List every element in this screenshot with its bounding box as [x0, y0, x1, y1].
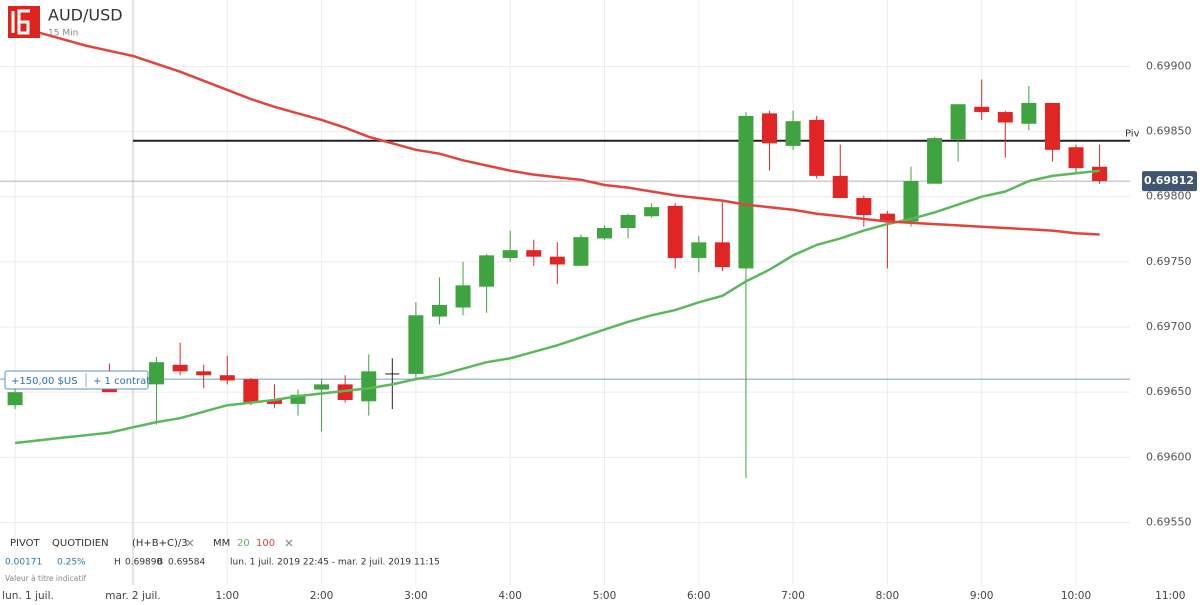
- close-icon[interactable]: [285, 539, 293, 547]
- logo-glyph: [11, 9, 30, 35]
- candle-body: [856, 198, 872, 215]
- disclaimer: Valeur à titre indicatif: [5, 574, 86, 583]
- candle-body: [950, 104, 966, 140]
- x-tick-label: mar. 2 juil.: [105, 590, 160, 602]
- candle-body: [1044, 102, 1060, 150]
- candle-body: [290, 394, 306, 404]
- candle-body: [620, 214, 636, 229]
- legend-entry: 20: [237, 538, 250, 549]
- candle-body: [809, 119, 825, 176]
- candle-body: [455, 285, 471, 308]
- candle-body: [243, 379, 259, 403]
- candle-body: [431, 304, 447, 317]
- candle-body: [196, 371, 212, 376]
- candle-body: [337, 384, 353, 400]
- close-icon[interactable]: [186, 539, 194, 547]
- candle-body: [479, 255, 495, 287]
- low-label: B: [157, 558, 163, 568]
- candle-body: [974, 106, 990, 113]
- candle-body: [738, 115, 754, 269]
- candle-body: [785, 121, 801, 146]
- candle-body: [762, 113, 778, 144]
- y-tick-label: 0.69550: [1146, 515, 1192, 528]
- candle-body: [408, 315, 424, 374]
- ma-line: [14, 24, 1100, 236]
- y-tick-label: 0.69750: [1146, 255, 1192, 268]
- ma-name: MM: [213, 538, 230, 549]
- candle-body: [691, 242, 707, 258]
- candle-body: [596, 228, 612, 239]
- indicator-type: QUOTIDIEN: [52, 538, 109, 549]
- x-tick-label: lun. 1 juil.: [2, 590, 54, 602]
- x-tick-label: 6:00: [687, 590, 711, 602]
- y-tick-label: 0.69650: [1146, 385, 1192, 398]
- candle-body: [314, 384, 330, 390]
- change: 0.00171: [5, 558, 42, 568]
- candle-body: [714, 242, 730, 268]
- position-size: + 1 contrat: [93, 376, 150, 387]
- ma-line: [14, 169, 1100, 445]
- price-badge: [1142, 171, 1197, 192]
- x-tick-label: 11:00: [1155, 590, 1185, 602]
- x-tick-label: 8:00: [876, 590, 900, 602]
- instrument-title: AUD/USD: [48, 6, 123, 25]
- candle-body: [7, 392, 23, 406]
- pivot-label: Piv: [1125, 129, 1140, 140]
- candle-body: [101, 388, 117, 393]
- price-badge-label: 0.69812: [1144, 174, 1194, 187]
- high: 0.69890: [125, 558, 162, 568]
- y-tick-label: 0.69900: [1146, 59, 1192, 72]
- candle-body: [526, 250, 542, 257]
- y-tick-label: 0.69600: [1146, 450, 1192, 463]
- y-tick-label: 0.69850: [1146, 125, 1192, 138]
- x-tick-label: 3:00: [404, 590, 428, 602]
- candle-body: [573, 237, 589, 266]
- high-label: H: [114, 558, 121, 568]
- interval: 15 Min: [48, 29, 78, 39]
- x-tick-label: 4:00: [498, 590, 522, 602]
- candle-body: [903, 181, 919, 222]
- x-tick-label: 1:00: [215, 590, 239, 602]
- x-tick-label: 10:00: [1061, 590, 1091, 602]
- x-tick-label: 7:00: [781, 590, 805, 602]
- candle-body: [502, 250, 518, 258]
- candle-body: [832, 175, 848, 199]
- candle-body: [361, 371, 377, 402]
- legend-entry: 100: [256, 538, 275, 549]
- candle-body: [149, 362, 165, 385]
- candle-body: [1021, 102, 1037, 124]
- candle-body: [266, 399, 282, 404]
- date-range: lun. 1 juil. 2019 22:45 - mar. 2 juil. 2…: [230, 558, 440, 568]
- candle-body: [644, 207, 660, 217]
- x-tick-label: 5:00: [593, 590, 617, 602]
- candle-body: [927, 138, 943, 184]
- candle-body: [219, 375, 235, 381]
- indicator-formula: (H+B+C)/3: [132, 538, 188, 549]
- overlay-layer: AUD/USD 15 Min +150,00 $US + 1 contrat P…: [4, 6, 440, 583]
- low: 0.69584: [168, 558, 205, 568]
- candle-body: [172, 364, 188, 372]
- position-box[interactable]: [4, 370, 149, 390]
- change-pct: 0.25%: [57, 558, 86, 568]
- x-tick-label: 9:00: [970, 590, 994, 602]
- candle-body: [667, 205, 683, 258]
- candle-body: [997, 112, 1013, 123]
- y-tick-label: 0.69800: [1146, 190, 1192, 203]
- x-tick-label: 2:00: [310, 590, 334, 602]
- y-tick-label: 0.69700: [1146, 320, 1192, 333]
- position-pnl: +150,00 $US: [11, 376, 78, 387]
- indicator-name: PIVOT: [10, 538, 41, 549]
- candle-body: [549, 256, 565, 265]
- candle-body: [1092, 166, 1108, 182]
- candle-body: [1068, 147, 1084, 169]
- candle-body: [879, 213, 895, 222]
